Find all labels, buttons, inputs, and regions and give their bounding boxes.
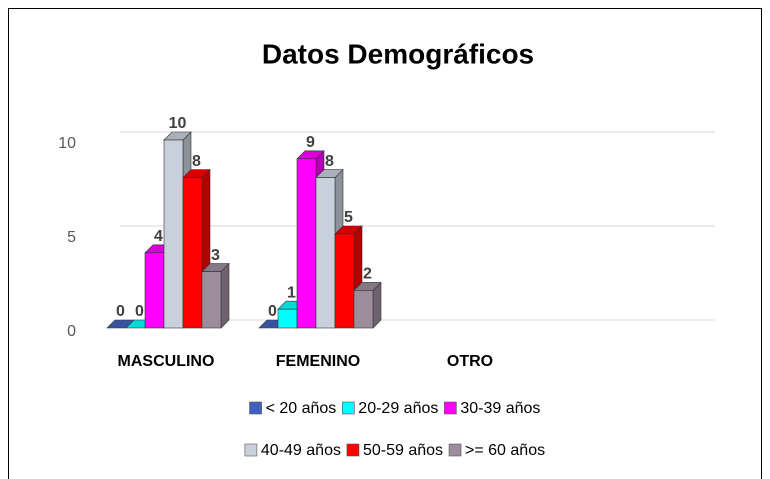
- data-label: 4: [154, 228, 163, 245]
- data-label: 8: [325, 153, 334, 170]
- data-label: 0: [268, 303, 277, 320]
- bar-side: [220, 262, 230, 329]
- data-label: 0: [135, 303, 144, 320]
- legend-row: 40-49 años 50-59 años >= 60 años: [244, 442, 545, 459]
- bar: [201, 271, 222, 329]
- legend-swatch: [346, 443, 360, 457]
- data-label: 9: [306, 134, 315, 151]
- y-tick-label: 10: [58, 135, 76, 152]
- chart-frame: [8, 8, 762, 479]
- legend-swatch: [244, 443, 258, 457]
- bar: [277, 308, 298, 329]
- bar: [296, 158, 317, 329]
- x-tick-label: FEMENINO: [276, 353, 360, 370]
- bar: [182, 177, 203, 329]
- bar: [144, 252, 165, 329]
- bar: [353, 290, 374, 329]
- chart-title: Datos Demográficos: [262, 38, 534, 69]
- legend-row: < 20 años 20-29 años 30-39 años: [249, 400, 540, 417]
- legend-swatch: [448, 443, 462, 457]
- legend-swatch: [249, 401, 262, 415]
- bar: [163, 139, 184, 329]
- legend-swatch: [342, 401, 355, 415]
- legend-label: >= 60 años: [465, 442, 545, 459]
- legend-swatch: [444, 401, 457, 415]
- data-label: 0: [116, 303, 125, 320]
- legend-label: 40-49 años: [261, 442, 341, 459]
- bar: [334, 233, 355, 329]
- legend-label: 30-39 años: [460, 400, 540, 417]
- data-label: 8: [192, 153, 201, 170]
- y-tick-label: 0: [67, 323, 76, 340]
- y-tick-label: 5: [67, 229, 76, 246]
- data-label: 10: [169, 115, 187, 132]
- x-tick-label: MASCULINO: [118, 353, 215, 370]
- bar: [315, 177, 336, 329]
- x-tick-label: OTRO: [447, 353, 493, 370]
- data-label: 1: [287, 284, 296, 301]
- data-label: 2: [363, 266, 372, 283]
- legend-label: 20-29 años: [358, 400, 438, 417]
- legend-label: < 20 años: [266, 400, 337, 417]
- data-label: 5: [344, 209, 353, 226]
- legend-label: 50-59 años: [363, 442, 443, 459]
- data-label: 3: [211, 247, 220, 264]
